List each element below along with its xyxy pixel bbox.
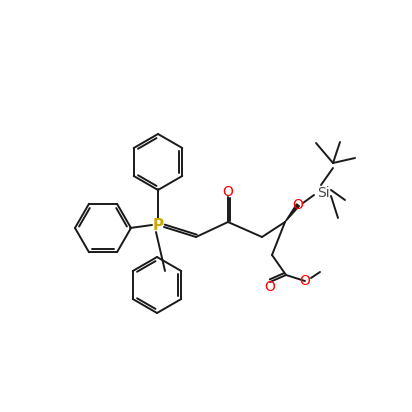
Polygon shape <box>285 204 300 222</box>
Text: P: P <box>152 218 164 232</box>
Text: O: O <box>222 185 234 199</box>
Text: O: O <box>265 280 276 294</box>
Text: Si: Si <box>317 186 329 200</box>
Text: O: O <box>300 274 310 288</box>
Text: O: O <box>293 198 303 212</box>
